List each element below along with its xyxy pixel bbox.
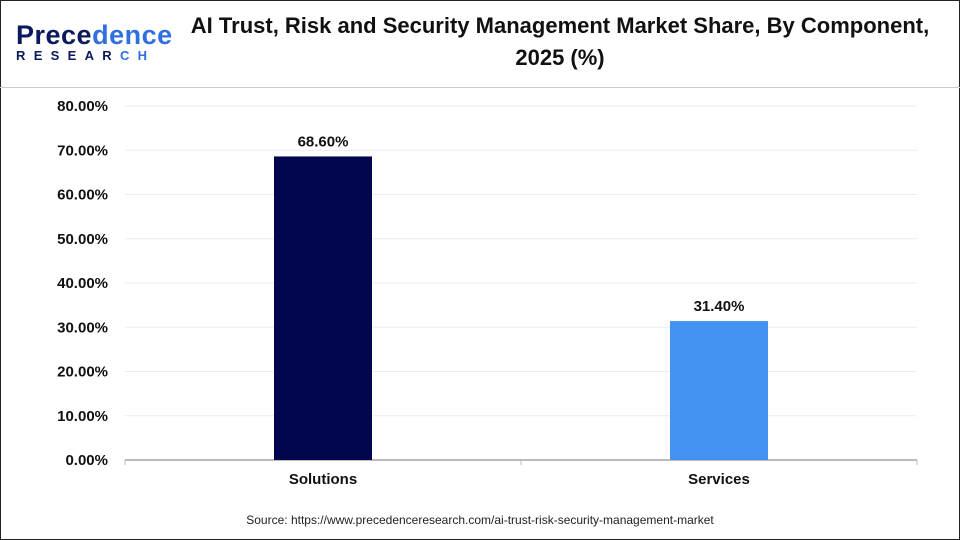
bar-services [670,321,768,460]
x-tick-label: Services [688,471,750,488]
y-tick-label: 60.00% [57,187,108,204]
y-tick-label: 30.00% [57,319,108,336]
x-tick-label: Solutions [289,471,357,488]
data-label: 31.40% [694,298,745,315]
y-tick-label: 0.00% [65,452,108,469]
y-tick-label: 70.00% [57,142,108,159]
y-tick-label: 40.00% [57,275,108,292]
source-note: Source: https://www.precedenceresearch.c… [246,513,714,527]
y-tick-label: 10.00% [57,408,108,425]
y-tick-label: 80.00% [57,98,108,115]
header-divider [0,87,960,88]
bar-solutions [274,156,372,460]
logo-text: Precedence [16,20,173,50]
precedence-research-logo: Precedence RESEARCH [16,20,173,66]
y-tick-label: 20.00% [57,364,108,381]
logo-subtext: RESEARCH [16,48,156,63]
y-tick-label: 50.00% [57,231,108,248]
data-label: 68.60% [298,133,349,150]
chart-title: AI Trust, Risk and Security Management M… [190,13,930,70]
